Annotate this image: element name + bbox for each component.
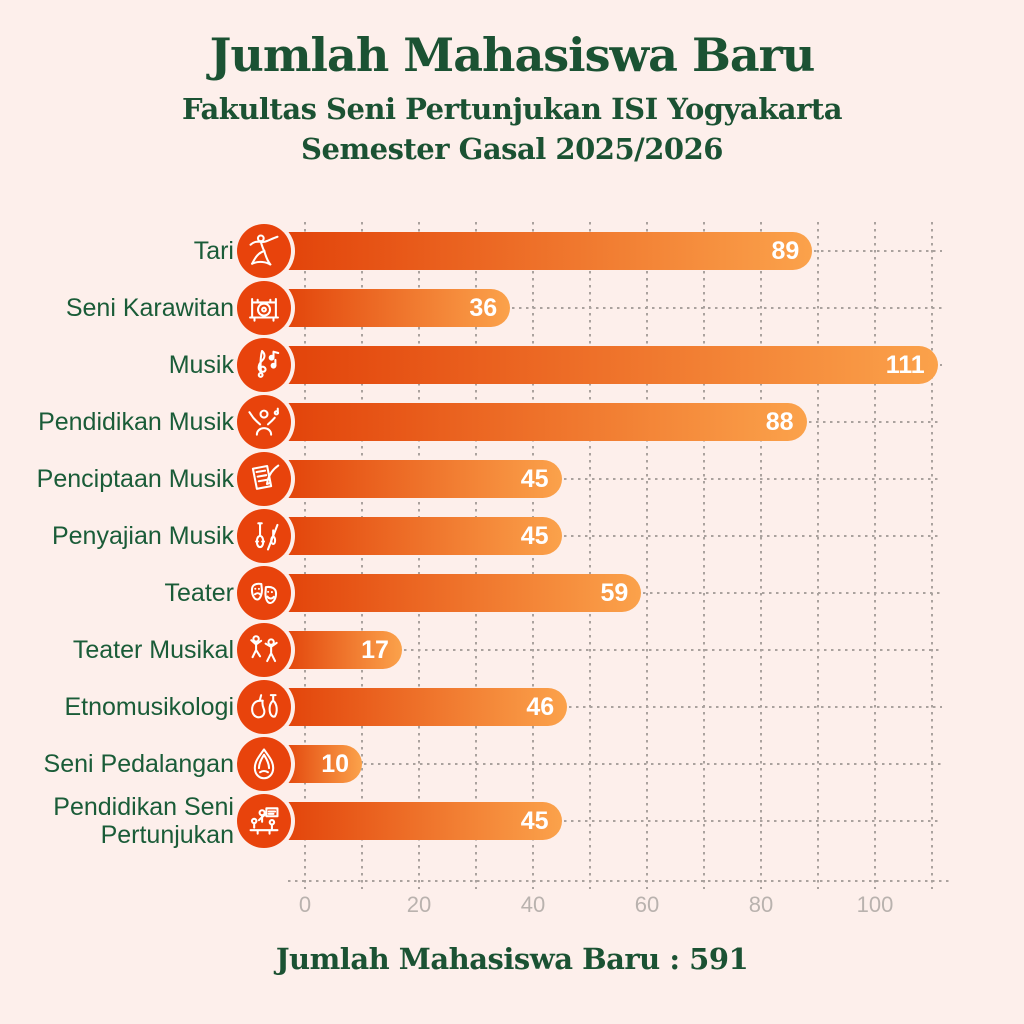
category-icon-circle [237,338,291,392]
leader-line [563,478,942,480]
gridline-vertical [532,222,534,889]
bar-gamelan: 36 [282,289,511,327]
gridline-vertical [931,222,933,889]
category-icon-circle [237,566,291,620]
conductor-icon [248,407,279,436]
category-label: Etnomusikologi [64,693,234,721]
subtitle-line-2: Semester Gasal 2025/2026 [301,131,723,166]
category-icon-circle [237,395,291,449]
bar-value-label: 45 [520,807,549,835]
leader-line [643,592,942,594]
gridline-vertical [304,222,306,889]
leader-line [512,307,942,309]
category-label: Tari [193,237,234,265]
leader-line [939,364,942,366]
category-icon-circle [237,794,291,848]
gridline-vertical [475,222,477,889]
ethnic-instruments-icon [251,694,278,719]
leader-line [563,535,942,537]
category-label: Teater [164,579,234,607]
music-composition-icon [251,464,280,490]
bar-value-label: 88 [765,408,794,436]
category-label: Pendidikan Seni Pertunjukan [53,793,234,849]
treble-clef-icon [257,350,280,378]
bar-string-ensemble: 45 [282,517,562,555]
category-icon-circle [237,737,291,791]
header: Jumlah Mahasiswa Baru Fakultas Seni Pert… [0,30,1024,169]
dancing-performers-icon [250,635,278,663]
string-ensemble-icon [255,522,279,551]
bar-value-label: 111 [885,351,925,379]
leader-line [563,820,942,822]
bar-value-label: 46 [526,693,555,721]
bar-value-label: 17 [361,636,389,664]
subtitle: Fakultas Seni Pertunjukan ISI Yogyakarta… [0,89,1024,169]
bar-dancer: 89 [282,232,813,270]
category-icon-circle [237,281,291,335]
bar-music-composition: 45 [282,460,562,498]
category-label: Seni Pedalangan [43,750,234,778]
x-axis-tick-label: 40 [520,892,546,917]
category-icon-circle [237,680,291,734]
category-label: Penciptaan Musik [36,465,234,493]
classroom-icon [249,807,279,835]
category-label: Teater Musikal [72,636,234,664]
total-label: Jumlah Mahasiswa Baru : 591 [275,942,749,976]
x-axis-tick-label: 0 [298,892,312,917]
gridline-vertical [361,222,363,889]
x-axis-tick-label: 80 [748,892,774,917]
category-label: Musik [168,351,234,379]
bar-ethnic-instruments: 46 [282,688,568,726]
gridline-vertical [646,222,648,889]
leader-line [569,706,942,708]
bar-treble-clef: 111 [282,346,938,384]
bar-value-label: 45 [520,522,549,550]
dancer-icon [249,234,279,266]
gridline-vertical [589,222,591,889]
bar-value-label: 89 [771,237,800,265]
leader-line [808,421,942,423]
wayang-gunungan-icon [253,748,275,780]
gridline-vertical [418,222,420,889]
category-label: Pendidikan Musik [38,408,234,436]
theater-masks-icon [250,582,278,605]
gamelan-icon [249,297,279,322]
bar-value-label: 45 [520,465,549,493]
bar-value-label: 59 [600,579,629,607]
category-icon-circle [237,623,291,677]
gridline-vertical [817,222,819,889]
category-label: Penyajian Musik [51,522,234,550]
page-title: Jumlah Mahasiswa Baru [209,28,816,82]
x-axis-tick-label: 20 [406,892,432,917]
bar-value-label: 36 [469,294,498,322]
x-axis-tick-label: 60 [634,892,660,917]
bar-classroom: 45 [282,802,562,840]
category-label: Seni Karawitan [65,294,234,322]
bar-value-label: 10 [321,750,349,778]
x-axis-line [288,880,950,882]
leader-line [364,763,942,765]
leader-line [814,250,942,252]
bar-conductor: 88 [282,403,807,441]
bar-theater-masks: 59 [282,574,642,612]
subtitle-line-1: Fakultas Seni Pertunjukan ISI Yogyakarta [181,91,843,126]
bar-dancing-performers: 17 [282,631,402,669]
category-icon-circle [237,452,291,506]
category-icon-circle [237,509,291,563]
bar-wayang-gunungan: 10 [282,745,362,783]
leader-line [403,649,942,651]
category-icon-circle [237,224,291,278]
x-axis-tick-label: 100 [856,892,894,917]
gridline-vertical [760,222,762,889]
gridline-vertical [703,222,705,889]
gridline-vertical [874,222,876,889]
